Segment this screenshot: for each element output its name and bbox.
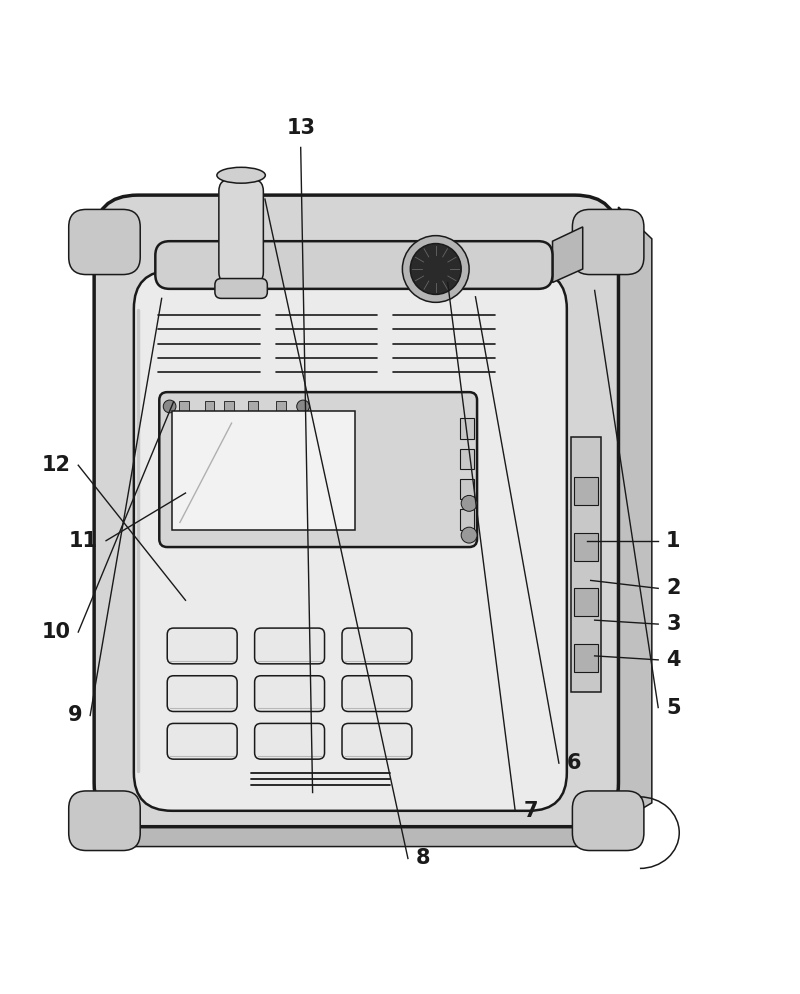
FancyBboxPatch shape xyxy=(342,676,412,712)
FancyBboxPatch shape xyxy=(342,628,412,664)
Bar xyxy=(172,412,354,531)
Bar xyxy=(248,401,258,412)
FancyBboxPatch shape xyxy=(69,210,140,274)
Text: 6: 6 xyxy=(567,753,582,773)
Text: 9: 9 xyxy=(67,706,82,726)
Circle shape xyxy=(402,236,469,302)
FancyBboxPatch shape xyxy=(167,724,237,759)
Text: 12: 12 xyxy=(42,455,70,475)
FancyBboxPatch shape xyxy=(167,676,237,712)
Polygon shape xyxy=(553,227,582,282)
Bar xyxy=(574,533,598,561)
Bar xyxy=(459,509,474,530)
Text: 4: 4 xyxy=(666,650,681,670)
FancyBboxPatch shape xyxy=(134,270,567,811)
Circle shape xyxy=(163,400,176,413)
Text: 3: 3 xyxy=(666,614,681,634)
FancyBboxPatch shape xyxy=(94,195,618,827)
Bar xyxy=(574,644,598,672)
Bar xyxy=(276,401,286,412)
Text: 13: 13 xyxy=(286,118,315,138)
Bar xyxy=(574,477,598,505)
Circle shape xyxy=(461,527,477,543)
Bar xyxy=(225,401,234,412)
Circle shape xyxy=(297,400,310,413)
Circle shape xyxy=(410,244,461,294)
Bar xyxy=(571,437,601,692)
Text: 7: 7 xyxy=(523,801,538,821)
Text: 8: 8 xyxy=(416,849,430,869)
FancyBboxPatch shape xyxy=(342,724,412,759)
FancyBboxPatch shape xyxy=(215,278,267,298)
FancyBboxPatch shape xyxy=(572,210,644,274)
Text: 2: 2 xyxy=(666,579,681,598)
Polygon shape xyxy=(618,207,652,823)
Ellipse shape xyxy=(217,167,266,183)
Bar xyxy=(459,418,474,439)
FancyBboxPatch shape xyxy=(254,628,325,664)
FancyBboxPatch shape xyxy=(167,628,237,664)
FancyBboxPatch shape xyxy=(254,676,325,712)
Bar xyxy=(574,588,598,616)
Text: 5: 5 xyxy=(666,698,681,718)
FancyBboxPatch shape xyxy=(254,724,325,759)
Circle shape xyxy=(461,495,477,511)
Polygon shape xyxy=(110,827,636,847)
FancyBboxPatch shape xyxy=(69,791,140,851)
Bar xyxy=(459,448,474,469)
Bar xyxy=(179,401,189,412)
Text: 1: 1 xyxy=(666,531,681,551)
Bar xyxy=(205,401,214,412)
FancyBboxPatch shape xyxy=(219,179,263,284)
FancyBboxPatch shape xyxy=(159,393,477,547)
FancyBboxPatch shape xyxy=(572,791,644,851)
Text: 10: 10 xyxy=(42,622,70,642)
FancyBboxPatch shape xyxy=(155,242,553,289)
Bar xyxy=(459,479,474,499)
Text: 11: 11 xyxy=(69,531,98,551)
